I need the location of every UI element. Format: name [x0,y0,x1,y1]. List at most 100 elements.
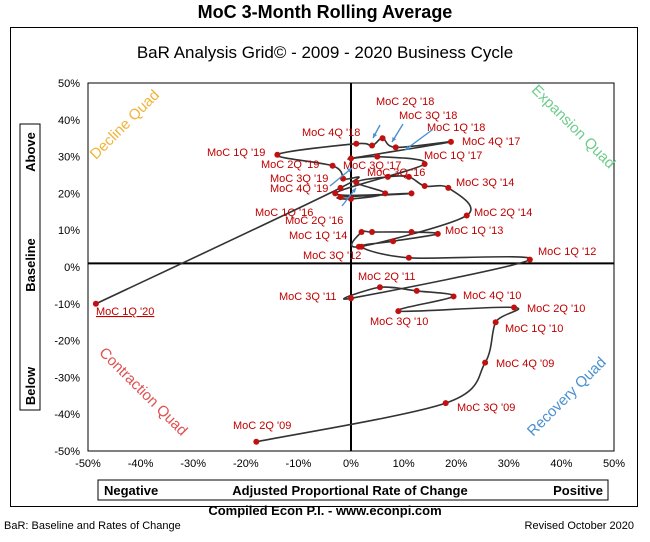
data-point [348,295,354,302]
x-tick-label: -10% [286,458,312,470]
chart-frame [10,27,638,507]
x-axis-negative-label: Negative [104,483,158,498]
x-tick-label: 30% [498,458,520,470]
data-label: MoC 1Q '18 [427,122,485,134]
data-label: MoC 3Q '17 [343,160,401,172]
compiled-by-label: Compiled Econ P.I. - www.econpi.com [208,503,441,518]
data-label: MoC 1Q '19 [207,147,265,159]
data-label: MoC 1Q '20 [96,306,154,318]
x-tick-label: -40% [128,458,154,470]
data-label: MoC 3Q '18 [399,110,457,122]
y-axis-title: Baseline [23,238,38,291]
data-label: MoC 1Q '10 [505,323,563,335]
data-label: MoC 2Q '11 [358,271,416,283]
data-label: MoC 4Q '19 [270,183,328,195]
data-point [379,135,386,142]
x-tick-label: 50% [603,458,625,470]
x-axis-label-box [97,479,609,501]
data-label: MoC 3Q '10 [370,316,428,328]
leader-arrow [404,129,433,151]
data-label: MoC 4Q '18 [302,127,360,139]
data-point [384,173,391,180]
y-tick-label: -40% [54,409,80,421]
leader-arrow-head [351,188,356,193]
expansion-quad-label: Expansion Quad [528,82,618,172]
data-point [442,400,449,407]
x-tick-label: -20% [233,458,259,470]
footer-right: Revised October 2020 [524,520,634,532]
data-label: MoC 2Q '09 [233,420,291,432]
y-tick-label: -50% [54,446,80,458]
data-point [374,153,381,160]
y-tick-label: -10% [54,299,80,311]
y-tick-label: -20% [54,336,80,348]
data-label: MoC 4Q '17 [462,136,520,148]
x-axis-title: Adjusted Proportional Rate of Change [232,483,467,498]
data-point [337,184,344,191]
y-tick-label: 20% [58,188,80,200]
data-label: MoC 2Q '10 [527,303,585,315]
data-point [353,140,360,147]
y-axis-below-label: Below [23,366,38,405]
data-point [332,190,339,197]
data-point [353,179,360,186]
data-point [92,300,99,307]
data-point [511,304,518,311]
x-tick-label: 0% [343,458,359,470]
x-tick-label: -50% [75,458,101,470]
leader-arrow-head [392,137,397,142]
data-point [405,254,412,261]
data-point [253,438,260,445]
data-label: MoC 2Q '14 [474,207,532,219]
data-label: MoC 1Q '13 [445,225,503,237]
data-label: MoC 3Q '11 [279,291,337,303]
data-label: MoC 4Q '09 [496,358,554,370]
chart-title: MoC 3-Month Rolling Average [197,2,453,22]
x-axis-positive-label: Positive [553,483,603,498]
x-tick-label: 40% [550,458,572,470]
data-point [369,229,376,236]
data-point [421,160,428,167]
y-tick-label: 50% [58,78,80,90]
y-tick-label: 40% [58,115,80,127]
x-tick-label: 20% [445,458,467,470]
data-label: MoC 3Q '16 [367,167,425,179]
data-point [405,173,412,180]
data-label: MoC 3Q '14 [456,177,514,189]
data-point [369,142,376,149]
data-point [526,256,533,263]
data-point [337,194,344,201]
data-label: MoC 3Q '19 [270,173,328,185]
data-label: MoC 2Q '18 [376,96,434,108]
y-tick-label: 10% [58,225,80,237]
data-point [434,230,441,237]
x-tick-label: -30% [180,458,206,470]
chart-subtitle: BaR Analysis Grid© - 2009 - 2020 Busines… [137,43,513,62]
data-label: MoC 1Q '12 [538,246,596,258]
data-point [348,155,354,162]
data-label: MoC 3Q '12 [303,250,361,262]
data-point [408,190,415,197]
data-point [445,184,452,191]
data-point [463,212,470,219]
data-point [413,287,420,294]
data-point [390,238,397,245]
data-point [450,293,457,300]
data-label: MoC 2Q '16 [285,215,343,227]
leader-arrow [329,167,353,187]
data-point [492,319,499,326]
y-tick-label: 30% [58,152,80,164]
y-tick-label: 0% [64,262,80,274]
data-point [329,162,336,169]
y-axis-above-label: Above [23,132,38,172]
leader-arrow-head [347,168,352,173]
x-tick-label: 10% [393,458,415,470]
data-label: MoC 4Q '10 [463,290,521,302]
data-point [274,151,281,158]
contraction-quad-label: Contraction Quad [96,344,191,439]
y-tick-label: -30% [54,372,80,384]
data-point [408,229,415,236]
y-axis-label-box [19,123,41,411]
data-label: MoC 1Q '14 [289,230,347,242]
